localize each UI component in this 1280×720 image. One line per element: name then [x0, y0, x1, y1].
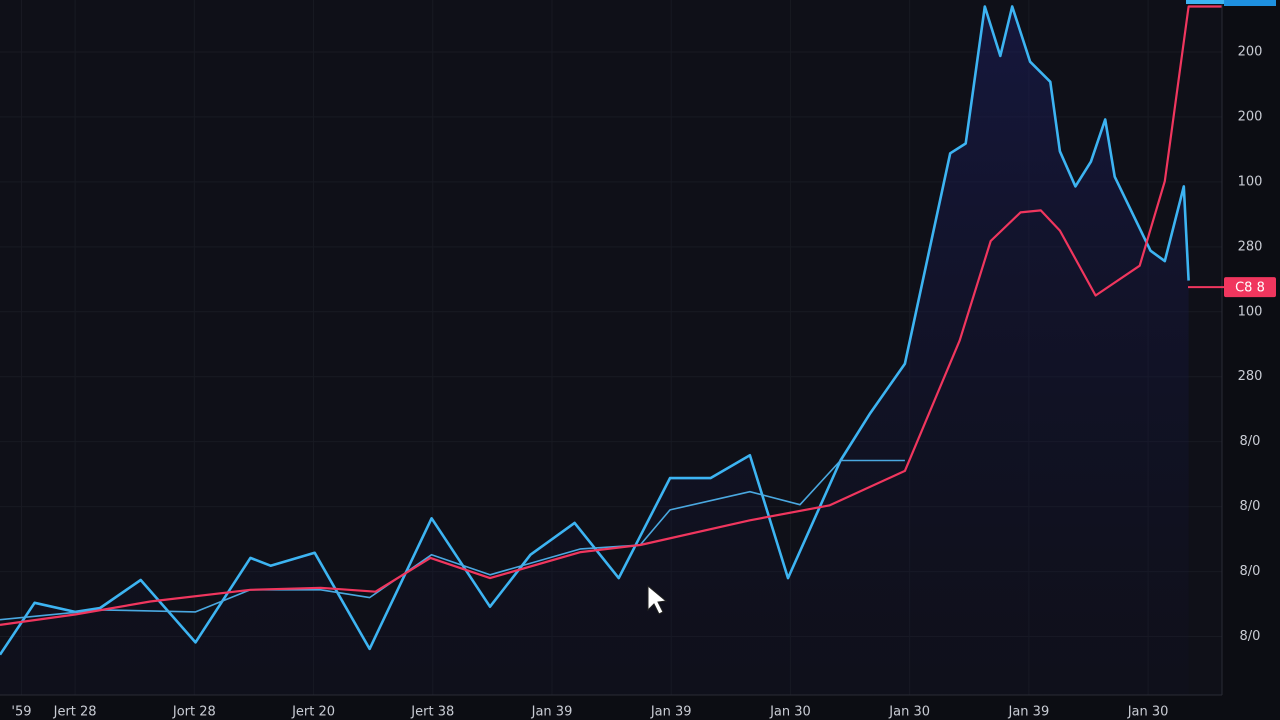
x-tick-label: Jan 39	[531, 705, 573, 720]
y-tick-label: 100	[1238, 304, 1263, 319]
x-tick-label: Jan 30	[888, 705, 930, 720]
series-group	[0, 5, 1222, 695]
y-tick-label: 100	[1238, 174, 1263, 189]
y-tick-label: 8/0	[1240, 499, 1261, 514]
labels: 8/0 8/0 8/0 8/0 280 100 280 100 200 200 '59 Jert 28…	[11, 44, 1276, 720]
price-badge	[1186, 0, 1224, 4]
y-tick-label: 8/0	[1240, 564, 1261, 579]
line	[0, 5, 1190, 656]
area	[0, 6, 1189, 695]
cursor	[647, 584, 668, 615]
price-badge	[1224, 277, 1276, 298]
y-tick-label: 8/0	[1240, 434, 1261, 449]
y-tick-label: 280	[1238, 239, 1263, 254]
y-tick-label: 8/0	[1240, 629, 1261, 644]
line	[0, 459, 905, 621]
x-tick-label: '59	[11, 705, 31, 720]
price-badge-label: C8 8	[1235, 281, 1265, 296]
x-tick-label: Jert 28	[53, 705, 97, 720]
price-badge	[1224, 0, 1276, 6]
x-tick-label: Jert 38	[410, 705, 454, 720]
y-tick-label: 200	[1238, 44, 1263, 59]
line	[0, 5, 1222, 626]
x-tick-label: Jort 28	[172, 705, 216, 720]
x-tick-label: Jan 39	[1008, 705, 1050, 720]
x-tick-label: Jert 20	[291, 705, 335, 720]
x-tick-label: Jan 30	[769, 705, 811, 720]
x-tick-label: Jan 30	[1127, 705, 1169, 720]
y-tick-label: 200	[1238, 109, 1263, 124]
y-tick-label: 280	[1238, 369, 1263, 384]
x-tick-label: Jan 39	[650, 705, 692, 720]
